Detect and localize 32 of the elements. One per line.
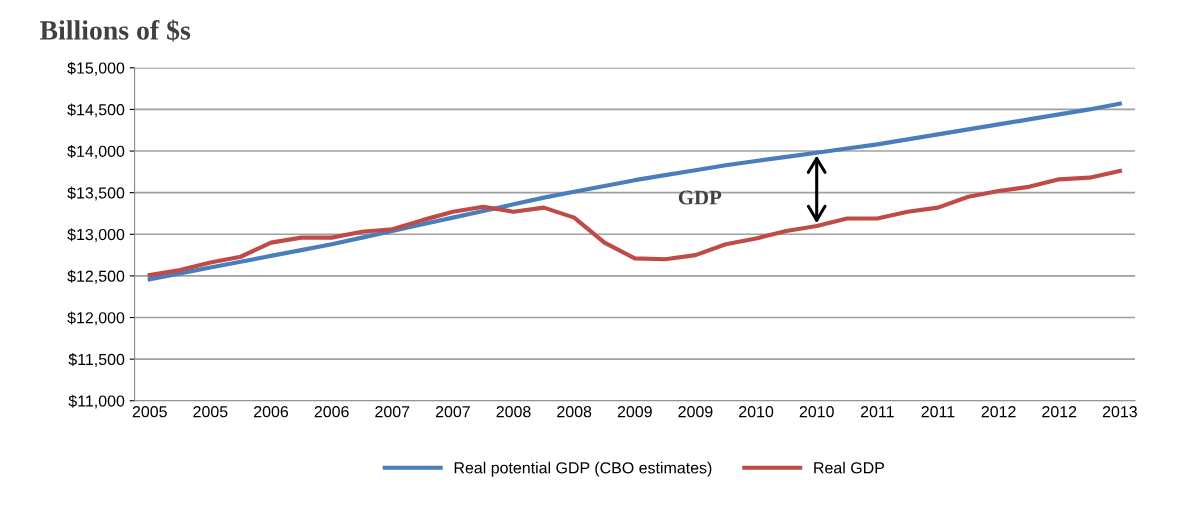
x-tick-label: 2005 <box>132 406 167 418</box>
legend-label: Real potential GDP (CBO estimates) <box>454 461 712 477</box>
y-tick-label: $14,500 <box>67 103 125 118</box>
line-series <box>147 168 1122 278</box>
x-tick-label: 2009 <box>678 406 713 418</box>
y-tick-label: $12,000 <box>67 311 125 326</box>
y-tick-label: $15,000 <box>67 61 125 76</box>
x-tick-label: 2010 <box>739 406 774 418</box>
y-tick-label: $11,500 <box>68 353 125 367</box>
y-tick-label: $14,000 <box>67 145 125 159</box>
y-tick-label: $12,500 <box>67 269 125 284</box>
x-tick-label: 2013 <box>1102 406 1137 418</box>
x-tick-label: 2012 <box>1042 406 1077 418</box>
line-series <box>147 101 1122 282</box>
x-tick-label: 2006 <box>254 406 289 418</box>
x-tick-label: 2008 <box>557 406 592 418</box>
x-tick-label: 2006 <box>314 406 349 418</box>
y-tick-label: $13,500 <box>67 186 125 201</box>
x-tick-label: 2011 <box>921 406 955 418</box>
x-tick-label: 2005 <box>193 406 228 418</box>
x-tick-label: 2008 <box>496 406 531 418</box>
x-tick-label: 2007 <box>435 406 470 418</box>
annotation: GDP <box>678 190 722 205</box>
chart-title: Billions of $s <box>40 19 191 42</box>
y-tick-label: $11,000 <box>68 394 125 409</box>
x-tick-label: 2012 <box>981 406 1016 418</box>
x-tick-label: 2011 <box>860 406 894 418</box>
y-tick-label: $13,000 <box>67 228 125 243</box>
legend-label: Real GDP <box>814 461 885 474</box>
x-tick-label: 2009 <box>617 406 652 418</box>
x-tick-label: 2010 <box>799 406 834 418</box>
x-tick-label: 2007 <box>375 406 410 418</box>
